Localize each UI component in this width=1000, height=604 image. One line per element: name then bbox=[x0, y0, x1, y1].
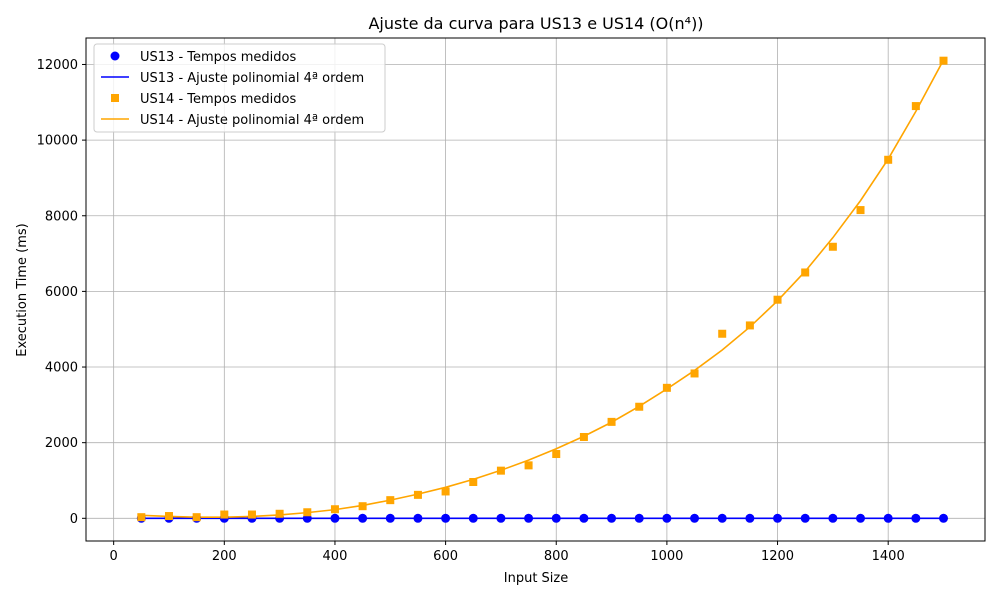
x-tick-label: 600 bbox=[433, 549, 458, 564]
data-point-us13-tempos-medidos bbox=[911, 513, 921, 523]
data-point-us14-tempos-medidos bbox=[718, 329, 727, 338]
data-point-us13-tempos-medidos bbox=[579, 513, 589, 523]
x-tick-label: 0 bbox=[110, 549, 118, 564]
plot-series bbox=[136, 56, 949, 523]
legend-marker-us13-measured bbox=[110, 51, 120, 61]
legend-label-us14-fit: US14 - Ajuste polinomial 4ª ordem bbox=[140, 113, 364, 128]
data-point-us14-tempos-medidos bbox=[939, 56, 948, 65]
data-point-us13-tempos-medidos bbox=[717, 513, 727, 523]
data-point-us14-tempos-medidos bbox=[524, 461, 533, 470]
x-tick-label: 1400 bbox=[872, 549, 905, 564]
data-point-us13-tempos-medidos bbox=[330, 513, 340, 523]
x-tick-label: 800 bbox=[544, 549, 569, 564]
data-point-us13-tempos-medidos bbox=[413, 513, 423, 523]
legend-box bbox=[93, 43, 386, 133]
data-point-us13-tempos-medidos bbox=[385, 513, 395, 523]
data-point-us14-tempos-medidos bbox=[220, 510, 229, 519]
y-axis-label: Execution Time (ms) bbox=[15, 223, 30, 356]
data-point-us13-tempos-medidos bbox=[468, 513, 478, 523]
data-point-us13-tempos-medidos bbox=[662, 513, 672, 523]
data-point-us13-tempos-medidos bbox=[800, 513, 810, 523]
data-point-us14-tempos-medidos bbox=[662, 383, 671, 392]
data-point-us14-tempos-medidos bbox=[690, 369, 699, 378]
data-point-us14-tempos-medidos bbox=[247, 510, 256, 519]
data-point-us14-tempos-medidos bbox=[496, 466, 505, 475]
legend: US13 - Tempos medidos US13 - Ajuste poli… bbox=[93, 43, 386, 133]
data-point-us14-tempos-medidos bbox=[164, 512, 173, 521]
data-point-us13-tempos-medidos bbox=[441, 513, 451, 523]
legend-label-us13-measured: US13 - Tempos medidos bbox=[140, 50, 297, 65]
x-tick-label: 200 bbox=[212, 549, 237, 564]
data-point-us14-tempos-medidos bbox=[441, 487, 450, 496]
data-point-us14-tempos-medidos bbox=[607, 417, 616, 426]
data-point-us14-tempos-medidos bbox=[911, 102, 920, 111]
y-tick-label: 2000 bbox=[45, 436, 78, 451]
chart-title: Ajuste da curva para US13 e US14 (O(n⁴)) bbox=[368, 14, 703, 33]
data-point-us13-tempos-medidos bbox=[883, 513, 893, 523]
y-tick-label: 8000 bbox=[45, 209, 78, 224]
legend-label-us13-fit: US13 - Ajuste polinomial 4ª ordem bbox=[140, 71, 364, 86]
data-point-us14-tempos-medidos bbox=[192, 513, 201, 522]
data-point-us14-tempos-medidos bbox=[801, 268, 810, 277]
data-point-us14-tempos-medidos bbox=[358, 502, 367, 511]
data-point-us14-tempos-medidos bbox=[884, 155, 893, 164]
data-point-us13-tempos-medidos bbox=[551, 513, 561, 523]
data-point-us13-tempos-medidos bbox=[745, 513, 755, 523]
axis-ticks: 0 200 400 600 800 1000 1200 1400 0 2000 4000 6000 80… bbox=[37, 58, 905, 564]
data-point-us13-tempos-medidos bbox=[496, 513, 506, 523]
data-point-us13-tempos-medidos bbox=[773, 513, 783, 523]
series-line-us14-ajuste-polinomial-4-ordem bbox=[141, 59, 945, 518]
data-point-us13-tempos-medidos bbox=[856, 513, 866, 523]
data-point-us13-tempos-medidos bbox=[690, 513, 700, 523]
y-tick-label: 6000 bbox=[45, 285, 78, 300]
legend-marker-us14-measured bbox=[111, 94, 119, 102]
data-point-us14-tempos-medidos bbox=[386, 496, 395, 505]
data-point-us14-tempos-medidos bbox=[745, 321, 754, 330]
data-point-us14-tempos-medidos bbox=[579, 432, 588, 441]
data-point-us14-tempos-medidos bbox=[303, 508, 312, 517]
data-point-us13-tempos-medidos bbox=[358, 513, 368, 523]
legend-label-us14-measured: US14 - Tempos medidos bbox=[140, 92, 297, 107]
data-point-us13-tempos-medidos bbox=[634, 513, 644, 523]
y-tick-label: 12000 bbox=[37, 58, 78, 73]
x-axis-label: Input Size bbox=[504, 571, 568, 586]
data-point-us14-tempos-medidos bbox=[635, 402, 644, 411]
data-point-us14-tempos-medidos bbox=[137, 513, 146, 522]
x-tick-label: 400 bbox=[323, 549, 348, 564]
data-point-us14-tempos-medidos bbox=[413, 490, 422, 499]
data-point-us14-tempos-medidos bbox=[330, 505, 339, 514]
y-tick-label: 4000 bbox=[45, 361, 78, 376]
x-tick-label: 1000 bbox=[650, 549, 683, 564]
x-tick-label: 1200 bbox=[761, 549, 794, 564]
data-point-us13-tempos-medidos bbox=[939, 513, 949, 523]
data-point-us13-tempos-medidos bbox=[828, 513, 838, 523]
data-point-us14-tempos-medidos bbox=[552, 450, 561, 459]
plot-frame bbox=[85, 37, 986, 542]
data-point-us14-tempos-medidos bbox=[773, 295, 782, 304]
data-point-us14-tempos-medidos bbox=[275, 509, 284, 518]
y-tick-label: 0 bbox=[70, 512, 78, 527]
y-tick-label: 10000 bbox=[37, 134, 78, 149]
data-point-us14-tempos-medidos bbox=[828, 242, 837, 251]
data-point-us13-tempos-medidos bbox=[607, 513, 617, 523]
data-point-us13-tempos-medidos bbox=[524, 513, 534, 523]
data-point-us14-tempos-medidos bbox=[856, 206, 865, 215]
data-point-us14-tempos-medidos bbox=[469, 478, 478, 487]
